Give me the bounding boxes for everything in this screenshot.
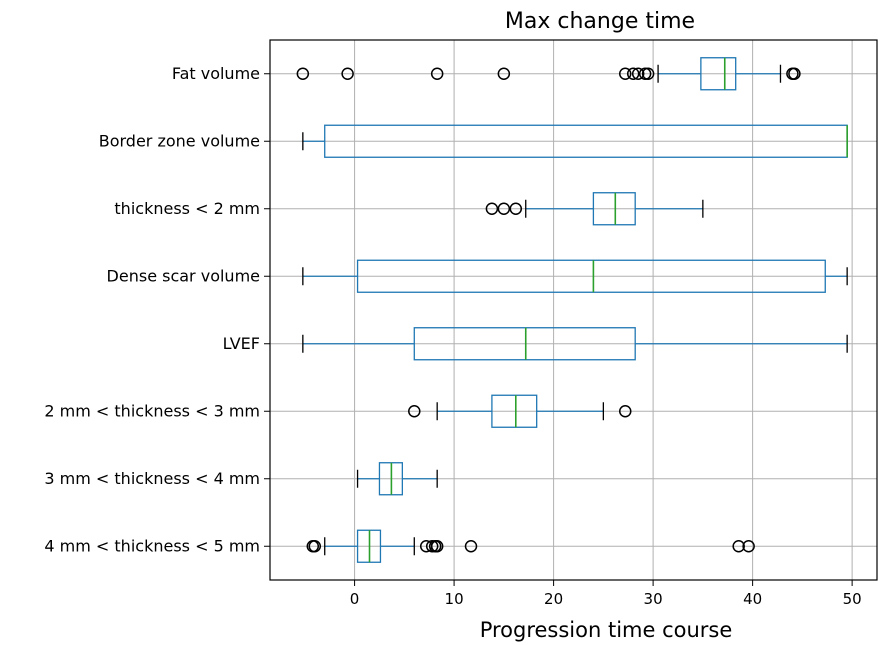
outlier-point [296, 67, 310, 80]
outlier-point [641, 67, 655, 80]
iqr-box [356, 259, 826, 293]
category-label: Fat volume [172, 64, 260, 83]
x-axis-label: Progression time course [480, 618, 733, 642]
category-label: Dense scar volume [107, 266, 260, 285]
iqr-box [700, 57, 737, 91]
outlier-point [408, 405, 421, 418]
x-tick-label: 30 [644, 590, 663, 608]
box-group [408, 394, 632, 428]
outlier-point [341, 67, 354, 80]
axis-layer: 0 10 20 30 40 50 Fat volume Border zone volume t… [44, 39, 878, 608]
plot-frame [269, 39, 878, 581]
outlier-point [638, 67, 652, 80]
outlier-point [626, 67, 640, 80]
outlier-point [497, 202, 511, 215]
category-label: 4 mm < thickness < 5 mm [44, 536, 260, 555]
category-label: 2 mm < thickness < 3 mm [44, 401, 260, 420]
iqr-box [592, 192, 636, 226]
outlier-point [631, 67, 645, 80]
x-tick-label: 20 [544, 590, 563, 608]
box-group [356, 462, 438, 496]
outlier-point [497, 67, 511, 80]
outlier-point [430, 540, 444, 553]
box-group [306, 529, 755, 563]
outlier-point [425, 540, 439, 553]
category-label: LVEF [223, 334, 260, 353]
iqr-box [413, 327, 636, 361]
category-label: Border zone volume [99, 131, 260, 150]
outlier-point [618, 405, 632, 418]
outlier-point [732, 540, 745, 553]
iqr-box [491, 394, 538, 428]
outlier-point [464, 540, 478, 553]
outlier-point [618, 67, 632, 80]
box-layer [296, 57, 848, 563]
box-group [302, 259, 848, 293]
chart-title: Max change time [505, 9, 695, 34]
grid-layer [270, 40, 877, 580]
outlier-point [430, 67, 444, 80]
box-group [302, 124, 848, 158]
outlier-point [788, 67, 801, 80]
box-group [296, 57, 801, 91]
box-group [302, 327, 848, 361]
box-group [485, 192, 704, 226]
x-tick-label: 50 [843, 590, 862, 608]
outlier-point [742, 540, 755, 553]
outlier-point [509, 202, 523, 215]
x-tick-label: 0 [350, 590, 360, 608]
category-label: 3 mm < thickness < 4 mm [44, 469, 260, 488]
outlier-point [485, 202, 499, 215]
category-label: thickness < 2 mm [114, 199, 260, 218]
x-tick-label: 40 [743, 590, 762, 608]
outlier-point [308, 540, 322, 553]
x-tick-label: 10 [445, 590, 464, 608]
